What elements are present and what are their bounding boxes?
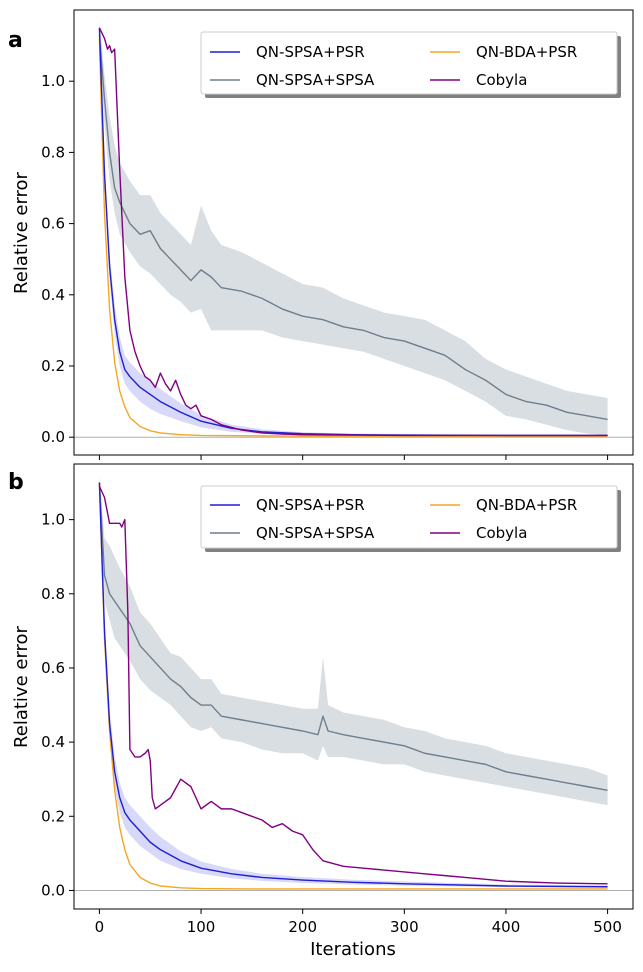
legend-b-label-qn-spsa-spsa: QN-SPSA+SPSA (256, 524, 375, 542)
panel-b-legend: QN-SPSA+PSR QN-SPSA+SPSA QN-BDA+PSR Coby… (200, 485, 621, 552)
panel-b-series-cobyla (98, 485, 608, 885)
panel-b-plot (74, 475, 633, 891)
panel-b-xtick-label-400: 400 (492, 918, 521, 936)
legend-b-label-qn-bda-psr: QN-BDA+PSR (476, 496, 577, 514)
panel-b-ylabel: Relative error (11, 625, 32, 747)
panel-b-band-qn-spsa-psr (99, 482, 608, 888)
panel-a: a 0.0 0.2 0.4 0.6 0.8 1.0 Relative error QN-S… (8, 9, 634, 460)
panel-b-xtick-label-500: 500 (593, 918, 622, 936)
x-axis-label: Iterations (310, 939, 396, 960)
panel-b-xticks: 0 100 200 300 400 500 (95, 909, 622, 936)
legend-a-label-qn-spsa-psr: QN-SPSA+PSR (256, 43, 365, 61)
panel-b-xtick-label-300: 300 (390, 918, 419, 936)
panel-a-xticks (98, 455, 609, 460)
panel-b-ytick-label-3: 0.6 (41, 659, 65, 677)
legend-a-label-qn-spsa-spsa: QN-SPSA+SPSA (256, 71, 375, 89)
panel-b-band-qn-spsa-spsa (99, 475, 608, 806)
panel-a-series-qn-bda-psr (98, 38, 608, 437)
panel-b-ytick-label-0: 0.0 (41, 881, 65, 899)
panel-a-ytick-label-0: 0.0 (41, 428, 65, 446)
panel-b-ytick-label-1: 0.2 (41, 807, 65, 825)
panel-a-ylabel: Relative error (11, 171, 32, 293)
panel-a-plot (74, 20, 633, 438)
legend-b-label-qn-spsa-psr: QN-SPSA+PSR (256, 496, 365, 514)
panel-b-series-qn-bda-psr (98, 482, 608, 890)
panel-b-xtick-label-100: 100 (187, 918, 216, 936)
panel-a-band-qn-spsa-spsa (99, 20, 608, 436)
panel-b-ytick-label-4: 0.8 (41, 585, 65, 603)
panel-b-series-qn-spsa-psr (98, 482, 608, 888)
panel-b: b 0 100 200 300 400 500 0.0 0.2 0.4 0.6 0.8 1.0 Re… (8, 463, 634, 960)
panel-a-ytick-label-1: 0.2 (41, 357, 65, 375)
panel-a-series-cobyla (98, 27, 608, 437)
panel-b-legend-box (200, 485, 618, 549)
panel-b-xtick-label-0: 0 (95, 918, 105, 936)
legend-a-label-qn-bda-psr: QN-BDA+PSR (476, 43, 577, 61)
panel-a-label: a (8, 28, 23, 53)
panel-a-legend: QN-SPSA+PSR QN-SPSA+SPSA QN-BDA+PSR Coby… (200, 31, 621, 98)
panel-a-ytick-label-5: 1.0 (41, 72, 65, 90)
panel-b-frame (73, 463, 634, 910)
panel-a-yticks: 0.0 0.2 0.4 0.6 0.8 1.0 (41, 72, 74, 446)
legend-b-label-cobyla: Cobyla (476, 524, 527, 542)
panel-a-ytick-label-3: 0.6 (41, 215, 65, 233)
panel-b-ytick-label-2: 0.4 (41, 733, 65, 751)
panel-b-yticks: 0.0 0.2 0.4 0.6 0.8 1.0 (41, 511, 74, 899)
panel-b-label: b (8, 470, 24, 495)
panel-b-ytick-label-5: 1.0 (41, 511, 65, 529)
panel-a-ytick-label-4: 0.8 (41, 143, 65, 161)
panel-b-series-qn-spsa-spsa (98, 482, 608, 792)
panel-a-frame (73, 9, 634, 456)
panel-a-ytick-label-2: 0.4 (41, 286, 65, 304)
legend-a-label-cobyla: Cobyla (476, 71, 527, 89)
panel-b-xtick-label-200: 200 (288, 918, 317, 936)
panel-a-legend-box (200, 31, 618, 95)
panel-a-series-qn-spsa-spsa (98, 34, 608, 421)
